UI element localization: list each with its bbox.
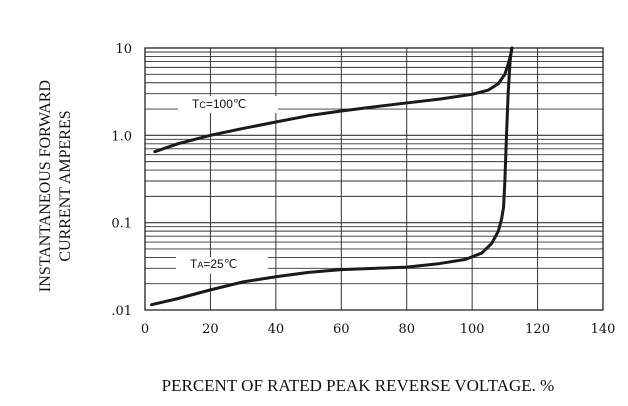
series-annotation-1: TA=25℃ <box>190 257 237 271</box>
grid <box>145 48 603 310</box>
y-tick-labels: .01 0.1 1.0 10 <box>111 42 132 319</box>
x-tick-label: 0 <box>141 322 149 337</box>
x-tick-label: 20 <box>202 322 219 337</box>
annotation-bg <box>176 257 268 274</box>
x-tick-label: 40 <box>268 322 285 337</box>
y-axis-label-line1: INSTANTANEOUS FORWARD <box>37 80 54 292</box>
curves <box>150 46 514 307</box>
x-tick-label: 140 <box>591 322 616 337</box>
x-axis-label: PERCENT OF RATED PEAK REVERSE VOLTAGE. % <box>162 376 555 395</box>
x-tick-label: 80 <box>398 322 415 337</box>
y-axis-label-line2: CURRENT AMPERES <box>57 110 74 261</box>
series-line-0 <box>153 46 514 154</box>
series-line-1 <box>150 46 514 307</box>
x-tick-label: 120 <box>525 322 550 337</box>
series-annotation-0: TC=100℃ <box>192 97 246 111</box>
y-tick-label: 10 <box>115 42 132 57</box>
y-tick-label: 0.1 <box>111 217 132 232</box>
x-tick-label: 60 <box>333 322 350 337</box>
plot-frame <box>144 47 604 311</box>
annotation-bg <box>178 96 278 113</box>
y-tick-label: .01 <box>111 304 132 319</box>
curve-annotations: TC=100℃ TA=25℃ <box>176 96 278 274</box>
y-tick-label: 1.0 <box>111 129 132 144</box>
x-tick-label: 100 <box>460 322 485 337</box>
x-tick-labels: 0 20 40 60 80 100 120 140 <box>141 322 616 337</box>
